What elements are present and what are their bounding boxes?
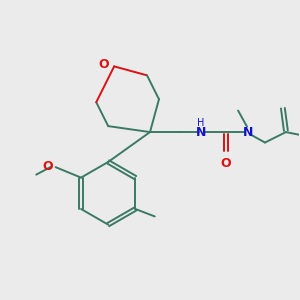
Text: N: N [196, 126, 206, 139]
Text: H: H [197, 118, 205, 128]
Text: O: O [43, 160, 53, 173]
Text: O: O [98, 58, 109, 71]
Text: O: O [221, 157, 232, 169]
Text: N: N [243, 126, 254, 139]
